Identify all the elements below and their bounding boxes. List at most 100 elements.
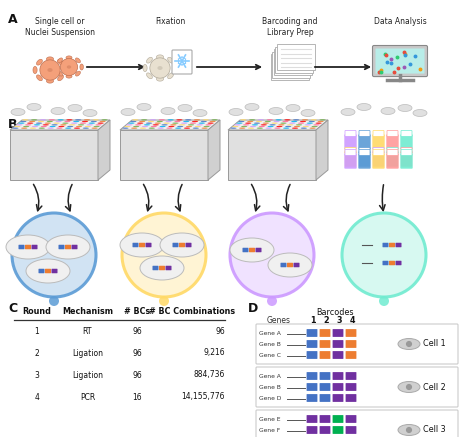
Ellipse shape [12, 128, 18, 129]
Ellipse shape [203, 119, 209, 121]
FancyBboxPatch shape [372, 151, 385, 167]
Ellipse shape [139, 121, 145, 122]
FancyBboxPatch shape [153, 266, 158, 270]
Text: Cell 3: Cell 3 [423, 426, 446, 434]
FancyBboxPatch shape [346, 340, 356, 348]
FancyBboxPatch shape [345, 149, 356, 156]
FancyBboxPatch shape [307, 351, 318, 359]
Ellipse shape [140, 256, 184, 280]
Ellipse shape [47, 128, 54, 129]
Ellipse shape [160, 126, 166, 127]
Ellipse shape [132, 119, 138, 121]
Ellipse shape [289, 122, 295, 124]
Ellipse shape [160, 233, 204, 257]
Ellipse shape [14, 126, 20, 127]
Text: Genes: Genes [267, 316, 291, 325]
FancyBboxPatch shape [249, 248, 255, 252]
Ellipse shape [64, 121, 71, 122]
FancyBboxPatch shape [386, 151, 399, 167]
Text: 4: 4 [35, 392, 39, 402]
Ellipse shape [71, 122, 77, 124]
Text: # BCs: # BCs [124, 307, 151, 316]
Ellipse shape [85, 126, 91, 127]
Ellipse shape [190, 122, 196, 124]
Text: Mechanism: Mechanism [62, 307, 113, 316]
Ellipse shape [58, 126, 64, 127]
Ellipse shape [22, 119, 28, 121]
Ellipse shape [291, 121, 297, 122]
Text: B: B [8, 118, 18, 131]
Ellipse shape [301, 110, 315, 117]
Ellipse shape [74, 128, 80, 129]
FancyBboxPatch shape [359, 131, 370, 136]
Ellipse shape [201, 128, 208, 129]
Ellipse shape [16, 124, 22, 125]
FancyBboxPatch shape [346, 329, 356, 337]
FancyBboxPatch shape [307, 340, 318, 348]
Ellipse shape [75, 71, 81, 76]
FancyBboxPatch shape [344, 151, 357, 167]
FancyBboxPatch shape [287, 263, 293, 267]
FancyBboxPatch shape [401, 131, 412, 136]
Text: 1: 1 [310, 316, 316, 325]
FancyBboxPatch shape [372, 153, 385, 169]
Ellipse shape [264, 121, 271, 122]
Ellipse shape [298, 122, 304, 124]
Circle shape [150, 58, 170, 78]
FancyBboxPatch shape [179, 243, 185, 247]
Ellipse shape [248, 128, 254, 129]
Ellipse shape [302, 119, 308, 121]
Ellipse shape [87, 124, 93, 125]
Ellipse shape [270, 124, 276, 125]
Ellipse shape [237, 122, 243, 124]
FancyBboxPatch shape [400, 153, 413, 169]
FancyBboxPatch shape [274, 49, 312, 75]
Ellipse shape [398, 424, 420, 436]
FancyBboxPatch shape [333, 394, 343, 402]
FancyBboxPatch shape [277, 44, 315, 70]
Ellipse shape [167, 119, 173, 121]
Ellipse shape [284, 119, 291, 121]
FancyBboxPatch shape [307, 372, 318, 380]
FancyBboxPatch shape [373, 149, 384, 156]
FancyBboxPatch shape [400, 134, 413, 150]
Ellipse shape [27, 122, 33, 124]
Ellipse shape [199, 122, 205, 124]
Ellipse shape [341, 108, 355, 115]
Ellipse shape [66, 56, 72, 59]
Ellipse shape [156, 55, 164, 59]
Ellipse shape [56, 128, 63, 129]
FancyBboxPatch shape [72, 245, 78, 249]
Circle shape [159, 296, 169, 306]
Ellipse shape [294, 126, 300, 127]
FancyBboxPatch shape [346, 383, 356, 391]
Ellipse shape [73, 121, 79, 122]
Ellipse shape [124, 126, 130, 127]
Ellipse shape [121, 108, 135, 115]
Text: Gene E: Gene E [259, 417, 281, 422]
FancyBboxPatch shape [307, 394, 318, 402]
Ellipse shape [133, 126, 139, 127]
Ellipse shape [164, 122, 170, 124]
FancyBboxPatch shape [387, 131, 398, 136]
Ellipse shape [20, 121, 27, 122]
Ellipse shape [46, 79, 54, 83]
Ellipse shape [240, 119, 246, 121]
Circle shape [49, 296, 59, 306]
Ellipse shape [80, 122, 86, 124]
Ellipse shape [203, 126, 210, 127]
FancyBboxPatch shape [25, 245, 31, 249]
FancyBboxPatch shape [358, 153, 371, 169]
FancyBboxPatch shape [344, 134, 357, 150]
Ellipse shape [40, 119, 46, 121]
Ellipse shape [195, 126, 201, 127]
FancyBboxPatch shape [346, 372, 356, 380]
Ellipse shape [58, 59, 64, 65]
Circle shape [60, 59, 78, 76]
Ellipse shape [179, 124, 185, 125]
Ellipse shape [168, 57, 173, 63]
FancyBboxPatch shape [256, 410, 458, 437]
FancyBboxPatch shape [333, 383, 343, 391]
Circle shape [406, 341, 412, 347]
Ellipse shape [11, 108, 25, 115]
